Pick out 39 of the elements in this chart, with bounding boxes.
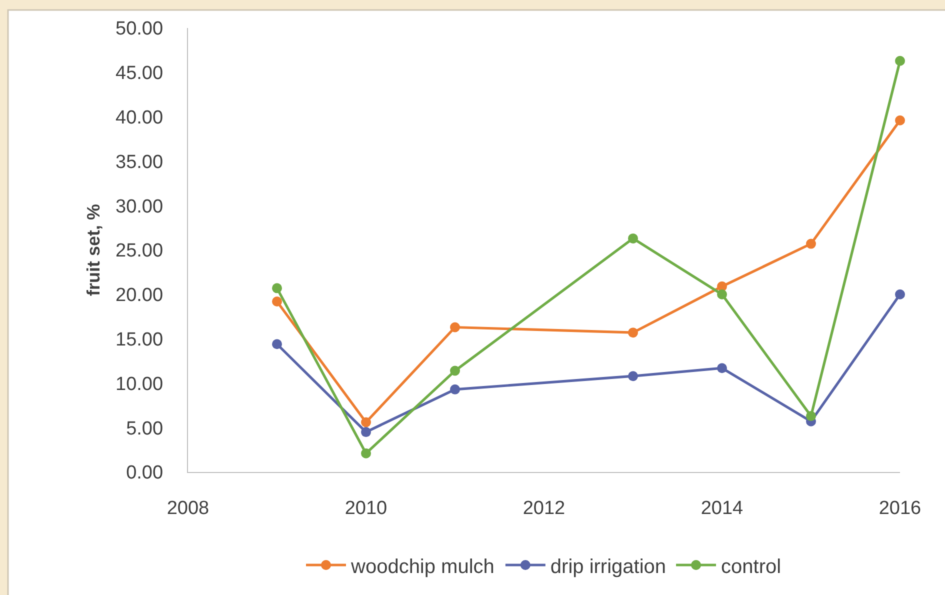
point xyxy=(628,233,638,244)
point xyxy=(895,56,905,66)
x-tick-label: 2010 xyxy=(344,498,388,519)
point xyxy=(272,339,282,350)
point xyxy=(272,283,282,294)
point xyxy=(717,289,727,300)
legend-label: drip irrigation xyxy=(550,556,666,578)
point xyxy=(450,366,460,376)
point xyxy=(361,448,371,458)
point xyxy=(450,322,460,332)
y-tick-label: 50.00 xyxy=(116,18,164,40)
legend-label: woodchip mulch xyxy=(350,556,494,578)
y-tick-label: 25.00 xyxy=(116,240,164,262)
point xyxy=(361,417,371,428)
y-tick-label: 40.00 xyxy=(116,107,164,128)
y-tick-label: 15.00 xyxy=(116,329,164,350)
point xyxy=(272,296,282,306)
x-tick-label: 2014 xyxy=(700,498,744,519)
point xyxy=(895,115,905,126)
point xyxy=(895,289,905,300)
x-tick-label: 2008 xyxy=(166,498,210,519)
y-tick-label: 0.00 xyxy=(126,462,164,484)
point xyxy=(717,363,727,374)
y-tick-label: 5.00 xyxy=(126,418,164,440)
point xyxy=(450,384,460,394)
point xyxy=(806,411,816,422)
x-tick-label: 2012 xyxy=(522,498,566,519)
point xyxy=(628,371,638,382)
y-tick-label: 30.00 xyxy=(116,196,164,218)
y-tick-label: 45.00 xyxy=(116,63,164,84)
y-tick-label: 35.00 xyxy=(116,152,164,173)
y-axis-title: fruit set, % xyxy=(84,204,104,296)
legend-label: control xyxy=(721,556,782,578)
y-tick-label: 10.00 xyxy=(116,374,164,395)
point xyxy=(806,238,816,249)
point xyxy=(361,427,371,438)
point xyxy=(628,328,638,338)
y-tick-label: 20.00 xyxy=(116,285,164,306)
x-tick-label: 2016 xyxy=(878,498,922,519)
